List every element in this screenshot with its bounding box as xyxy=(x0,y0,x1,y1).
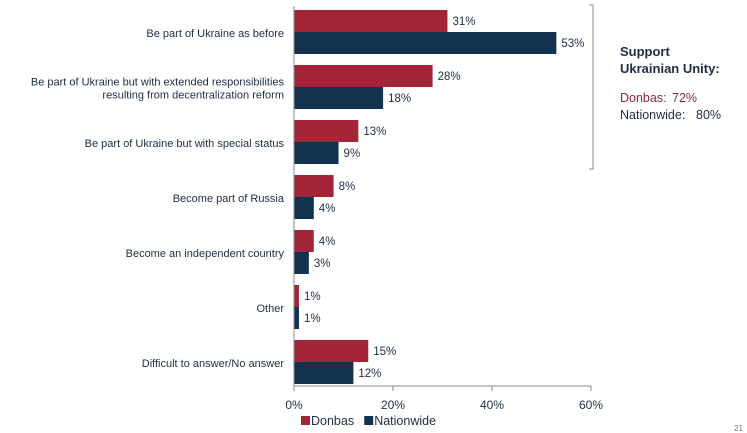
value-label: 13% xyxy=(363,126,386,138)
value-label: 15% xyxy=(373,346,396,358)
category-label: Be part of Ukraine but with extended res… xyxy=(31,77,285,89)
bar-nationwide xyxy=(294,362,354,384)
value-label: 18% xyxy=(388,93,411,105)
bar-donbas xyxy=(294,10,448,32)
bar-donbas xyxy=(294,175,334,197)
bar-nationwide xyxy=(294,32,557,54)
value-label: 4% xyxy=(319,236,336,248)
side-note-title-line1: Support xyxy=(620,44,670,59)
legend-label-donbas: Donbas xyxy=(311,414,354,428)
bar-donbas xyxy=(294,340,369,362)
unity-bracket xyxy=(589,4,594,170)
x-tick-label: 20% xyxy=(381,398,405,412)
x-axis: 0% 20% 40% 60% xyxy=(285,6,603,412)
side-note: Support Ukrainian Unity: Donbas: 72% Nat… xyxy=(620,44,721,122)
legend: Donbas Nationwide xyxy=(301,414,436,428)
value-label: 53% xyxy=(561,38,584,50)
bar-donbas xyxy=(294,285,299,307)
labels-layer: Be part of Ukraine as before 31% 53% Be par… xyxy=(31,16,585,380)
value-label: 1% xyxy=(304,291,321,303)
value-label: 1% xyxy=(304,313,321,325)
bars-layer xyxy=(294,10,557,384)
bar-nationwide xyxy=(294,197,314,219)
value-label: 4% xyxy=(319,203,336,215)
category-label: Become an independent country xyxy=(126,248,285,260)
side-note-donbas-value: 72% xyxy=(672,91,697,105)
x-tick-label: 0% xyxy=(285,398,303,412)
bar-donbas xyxy=(294,120,359,142)
side-note-nationwide-value: 80% xyxy=(696,108,721,122)
bar-nationwide xyxy=(294,307,299,329)
page-number: 21 xyxy=(734,424,743,433)
legend-swatch-nationwide xyxy=(364,416,374,425)
value-label: 8% xyxy=(339,181,356,193)
x-tick-label: 40% xyxy=(480,398,504,412)
category-label: Other xyxy=(256,303,284,315)
bar-nationwide xyxy=(294,142,339,164)
value-label: 28% xyxy=(438,71,461,83)
value-label: 9% xyxy=(344,148,361,160)
value-label: 12% xyxy=(358,368,381,380)
bracket-line xyxy=(589,4,594,170)
category-label: resulting from decentralization reform xyxy=(102,90,284,102)
side-note-nationwide-label: Nationwide: xyxy=(620,108,685,122)
category-label: Become part of Russia xyxy=(173,193,285,205)
legend-label-nationwide: Nationwide xyxy=(374,414,436,428)
bar-nationwide xyxy=(294,252,309,274)
category-label: Be part of Ukraine as before xyxy=(146,28,284,40)
x-tick-label: 60% xyxy=(579,398,603,412)
side-note-title-line2: Ukrainian Unity: xyxy=(620,61,720,76)
value-label: 31% xyxy=(452,16,475,28)
bar-donbas xyxy=(294,230,314,252)
value-label: 3% xyxy=(314,258,331,270)
bar-nationwide xyxy=(294,87,384,109)
category-label: Difficult to answer/No answer xyxy=(142,358,285,370)
bar-donbas xyxy=(294,65,433,87)
side-note-donbas-label: Donbas: xyxy=(620,91,667,105)
legend-swatch-donbas xyxy=(301,416,310,425)
category-label: Be part of Ukraine but with special stat… xyxy=(85,138,285,150)
